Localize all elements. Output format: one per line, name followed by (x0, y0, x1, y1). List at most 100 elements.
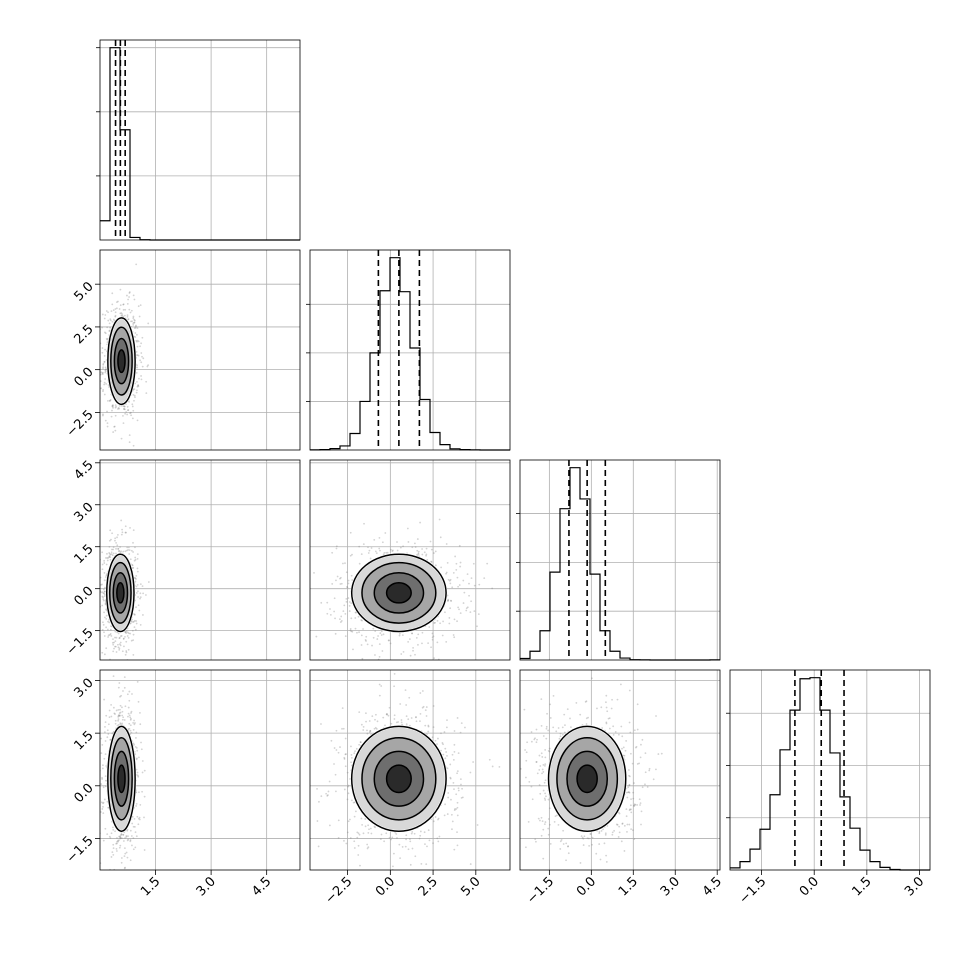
scatter-point (615, 823, 618, 826)
scatter-point (101, 372, 104, 375)
scatter-point (459, 561, 462, 564)
scatter-point (401, 634, 404, 637)
scatter-point (421, 548, 423, 550)
scatter-point (101, 778, 103, 780)
scatter-point (415, 720, 418, 723)
scatter-point (399, 703, 402, 705)
scatter-point (135, 895, 137, 897)
scatter-point (112, 675, 115, 678)
scatter-point (111, 303, 114, 306)
scatter-point (128, 434, 131, 437)
scatter-point (607, 717, 610, 720)
scatter-point (362, 725, 365, 728)
scatter-point (127, 712, 130, 715)
scatter-point (426, 845, 428, 848)
scatter-point (109, 399, 111, 402)
scatter-point (98, 590, 100, 592)
scatter-point (605, 721, 608, 724)
scatter-point (349, 629, 352, 632)
scatter-point (140, 361, 143, 364)
scatter-point (111, 409, 113, 412)
scatter-point (104, 725, 106, 728)
scatter-point (136, 345, 139, 348)
scatter-point (362, 729, 365, 731)
scatter-point (644, 783, 646, 786)
scatter-point (342, 727, 345, 730)
scatter-point (102, 786, 105, 789)
scatter-point (132, 315, 135, 318)
scatter-point (128, 690, 131, 693)
scatter-point (330, 739, 333, 742)
scatter-point (104, 369, 107, 372)
scatter-point (374, 630, 377, 632)
scatter-point (639, 802, 642, 804)
scatter-point (130, 309, 133, 312)
scatter-point (110, 635, 113, 637)
scatter-point (127, 318, 130, 321)
scatter-point (135, 578, 137, 580)
scatter-point (122, 840, 125, 842)
scatter-point (96, 595, 98, 597)
scatter-point (542, 771, 545, 773)
scatter-point (316, 820, 319, 822)
scatter-point (97, 817, 99, 819)
scatter-point (139, 711, 141, 714)
pair-panel-2-4 (309, 669, 511, 873)
scatter-point (112, 706, 115, 709)
scatter-point (402, 871, 404, 873)
scatter-point (127, 835, 129, 838)
scatter-point (535, 761, 538, 763)
scatter-point (513, 785, 515, 787)
scatter-point (137, 384, 139, 387)
scatter-point (123, 686, 126, 689)
scatter-point (115, 405, 117, 408)
scatter-point (118, 682, 121, 684)
scatter-point (421, 706, 424, 709)
scatter-point (115, 848, 118, 850)
scatter-point (108, 322, 111, 325)
scatter-point (121, 714, 124, 717)
scatter-point (119, 304, 122, 307)
scatter-point (445, 571, 448, 574)
scatter-point (463, 591, 466, 594)
scatter-point (108, 835, 111, 838)
scatter-point (371, 644, 373, 647)
scatter-point (486, 562, 489, 565)
scatter-point (105, 626, 108, 629)
scatter-point (121, 706, 123, 709)
scatter-point (137, 305, 140, 308)
scatter-point (380, 630, 383, 633)
scatter-point (397, 721, 400, 723)
scatter-point (115, 547, 117, 550)
scatter-point (548, 807, 551, 810)
scatter-point (109, 553, 111, 555)
scatter-point (366, 732, 369, 735)
scatter-point (139, 803, 142, 806)
scatter-point (111, 532, 114, 535)
density-fill-2-0 (386, 582, 412, 603)
scatter-point (112, 431, 115, 433)
scatter-point (388, 836, 391, 839)
scatter-point (126, 635, 129, 637)
scatter-point (339, 618, 341, 621)
scatter-point (111, 292, 114, 295)
scatter-point (147, 322, 150, 325)
scatter-point (114, 645, 117, 648)
scatter-point (417, 643, 419, 646)
scatter-point (114, 406, 117, 409)
scatter-point (110, 553, 113, 555)
scatter-point (477, 613, 480, 616)
scatter-point (368, 731, 371, 734)
scatter-point (405, 834, 408, 837)
scatter-point (334, 773, 337, 776)
scatter-point (363, 522, 365, 525)
scatter-point (102, 621, 104, 624)
scatter-point (134, 831, 137, 834)
scatter-point (133, 576, 136, 579)
scatter-point (530, 740, 533, 743)
scatter-point (101, 551, 104, 554)
scatter-point (359, 864, 361, 867)
scatter-point (139, 623, 142, 626)
scatter-point (117, 300, 119, 303)
scatter-point (126, 315, 129, 318)
